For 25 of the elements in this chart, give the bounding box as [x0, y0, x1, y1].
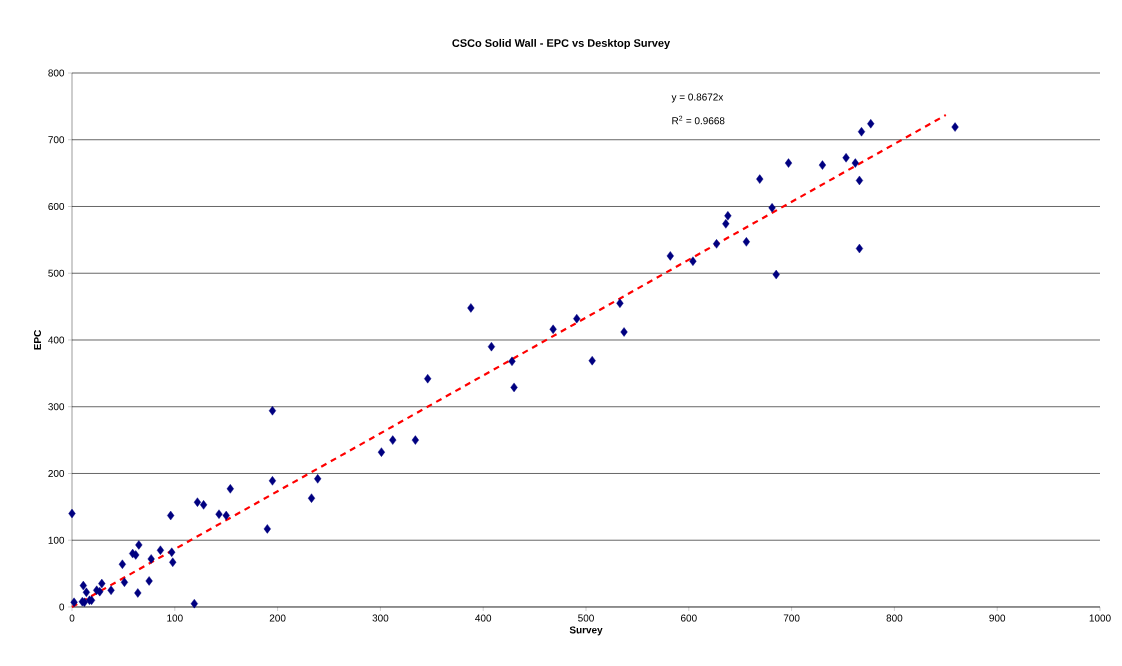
y-tick-label: 200	[48, 469, 65, 478]
y-tick-label: 700	[48, 136, 65, 144]
chart-title: CSCo Solid Wall - EPC vs Desktop Survey	[452, 38, 671, 50]
y-tick-label: 0	[59, 603, 65, 611]
annotation: y = 0.8672x	[671, 93, 724, 103]
x-tick-label: 800	[886, 614, 903, 622]
x-tick-label: 600	[680, 614, 697, 622]
x-axis-title: Survey	[569, 626, 603, 636]
y-tick-label: 500	[48, 269, 65, 277]
annotation: R$^{2}$ = 0.9668	[672, 115, 725, 125]
x-tick-label: 900	[989, 614, 1006, 622]
x-tick-label: 1000	[1089, 614, 1111, 622]
y-tick-label: 800	[48, 69, 65, 77]
y-axis-title: EPC	[33, 330, 42, 350]
y-tick-label: 100	[48, 536, 65, 544]
x-tick-label: 400	[475, 614, 492, 622]
y-tick-label: 600	[48, 202, 65, 211]
x-tick-label: 100	[167, 614, 183, 622]
y-tick-label: 400	[48, 336, 65, 344]
x-tick-label: 0	[69, 614, 75, 622]
x-tick-label: 500	[578, 614, 594, 622]
y-tick-label: 300	[48, 403, 65, 411]
x-tick-label: 200	[269, 614, 286, 622]
x-tick-label: 700	[783, 614, 800, 622]
x-tick-label: 300	[372, 614, 389, 622]
